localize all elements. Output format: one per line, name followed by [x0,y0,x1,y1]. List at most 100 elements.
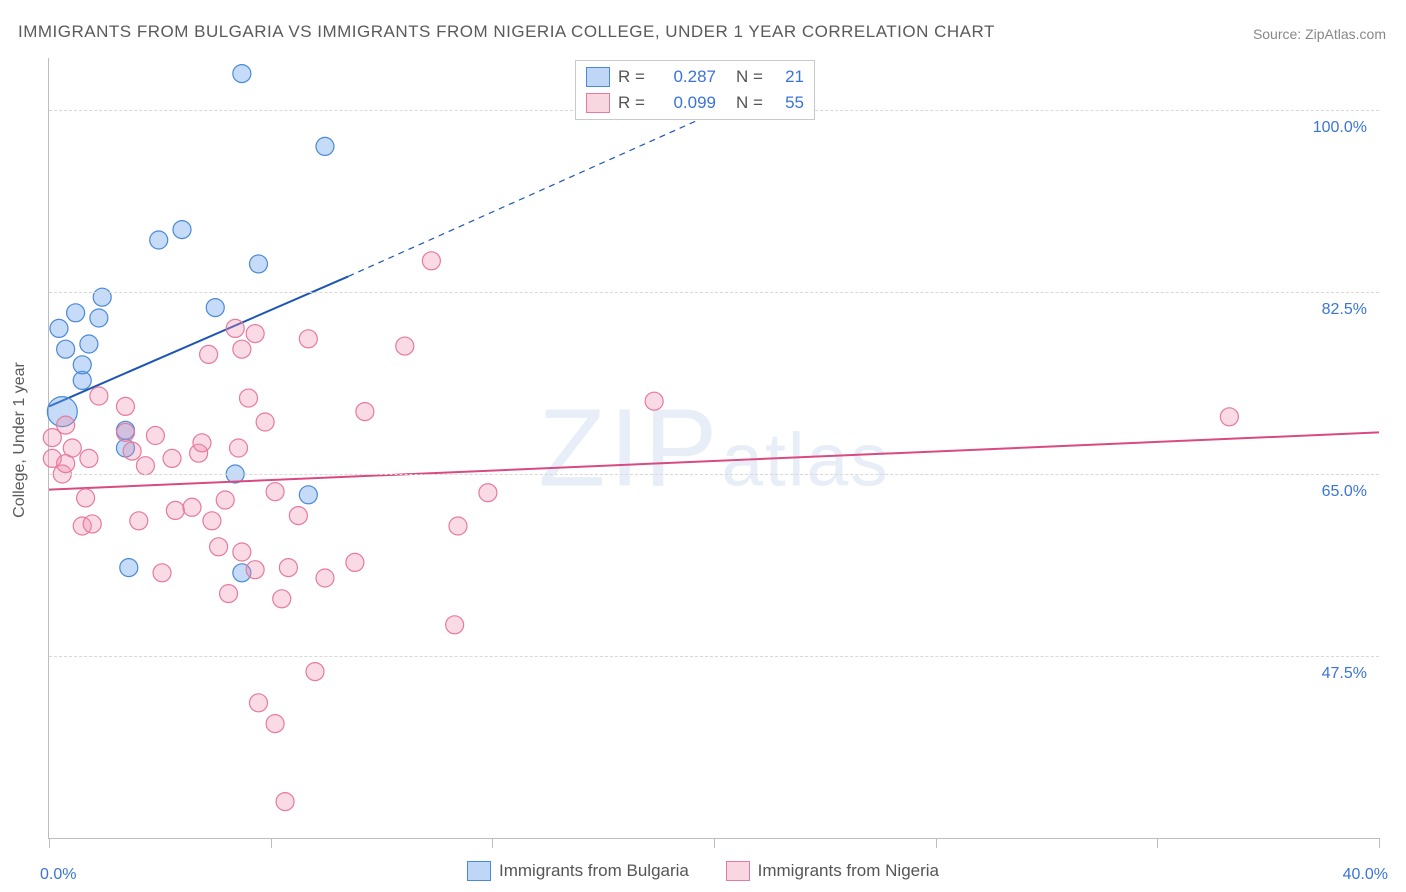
chart-title: IMMIGRANTS FROM BULGARIA VS IMMIGRANTS F… [18,22,995,42]
data-point-nigeria [422,252,440,270]
gridline [49,474,1379,475]
gridline [49,656,1379,657]
data-point-nigeria [83,515,101,533]
y-tick-label: 47.5% [1322,665,1367,683]
data-point-bulgaria [90,309,108,327]
n-value-nigeria: 55 [770,93,804,113]
data-point-nigeria [396,337,414,355]
swatch-bulgaria [586,67,610,87]
data-point-nigeria [279,559,297,577]
x-tick [1157,838,1158,848]
data-point-nigeria [136,457,154,475]
n-label: N = [736,93,770,113]
r-value-bulgaria: 0.287 [652,67,716,87]
data-point-nigeria [123,442,141,460]
trend-line-nigeria [49,432,1379,489]
data-point-nigeria [230,439,248,457]
data-point-bulgaria [120,559,138,577]
y-tick-label: 65.0% [1322,483,1367,501]
data-point-nigeria [153,564,171,582]
data-point-nigeria [116,397,134,415]
data-point-nigeria [449,517,467,535]
legend-label-bulgaria: Immigrants from Bulgaria [499,861,689,881]
data-point-nigeria [210,538,228,556]
data-point-nigeria [233,543,251,561]
swatch-nigeria [586,93,610,113]
data-point-bulgaria [299,486,317,504]
data-point-nigeria [146,427,164,445]
data-point-nigeria [130,512,148,530]
data-point-nigeria [80,449,98,467]
data-point-bulgaria [206,299,224,317]
data-point-nigeria [116,423,134,441]
chart-plot-area: ZIPatlas 47.5%65.0%82.5%100.0% [48,58,1379,839]
data-point-bulgaria [67,304,85,322]
x-tick [936,838,937,848]
r-label: R = [618,67,652,87]
data-point-nigeria [203,512,221,530]
data-point-bulgaria [73,356,91,374]
y-axis-title: College, Under 1 year [11,362,29,518]
data-point-bulgaria [150,231,168,249]
x-tick [49,838,50,848]
data-point-nigeria [233,340,251,358]
data-point-nigeria [479,484,497,502]
data-point-nigeria [249,694,267,712]
data-point-bulgaria [173,221,191,239]
x-tick-max: 40.0% [1343,866,1388,884]
data-point-nigeria [90,387,108,405]
legend-item-nigeria: Immigrants from Nigeria [726,861,939,881]
data-point-nigeria [77,489,95,507]
data-point-nigeria [346,553,364,571]
data-point-nigeria [266,483,284,501]
data-point-nigeria [216,491,234,509]
y-tick-label: 82.5% [1322,301,1367,319]
data-point-nigeria [306,663,324,681]
series-legend: Immigrants from Bulgaria Immigrants from… [0,861,1406,886]
data-point-nigeria [246,325,264,343]
legend-item-bulgaria: Immigrants from Bulgaria [467,861,689,881]
data-point-nigeria [183,498,201,516]
data-point-nigeria [289,507,307,525]
data-point-nigeria [256,413,274,431]
data-point-bulgaria [93,288,111,306]
data-point-bulgaria [249,255,267,273]
data-point-nigeria [226,319,244,337]
data-point-nigeria [246,561,264,579]
data-point-bulgaria [316,137,334,155]
n-value-bulgaria: 21 [770,67,804,87]
r-value-nigeria: 0.099 [652,93,716,113]
data-point-nigeria [645,392,663,410]
data-point-nigeria [276,793,294,811]
data-point-nigeria [1220,408,1238,426]
x-tick [492,838,493,848]
data-point-nigeria [63,439,81,457]
data-point-nigeria [316,569,334,587]
swatch-nigeria [726,861,750,881]
data-point-bulgaria [80,335,98,353]
data-point-bulgaria [50,319,68,337]
legend-row-nigeria: R = 0.099 N = 55 [586,90,804,116]
x-tick-min: 0.0% [40,866,76,884]
swatch-bulgaria [467,861,491,881]
x-tick [271,838,272,848]
data-point-nigeria [240,389,258,407]
source-label: Source: ZipAtlas.com [1253,26,1386,42]
data-point-bulgaria [233,65,251,83]
x-tick [714,838,715,848]
data-point-nigeria [356,403,374,421]
data-point-nigeria [266,715,284,733]
y-tick-label: 100.0% [1313,119,1367,137]
data-point-nigeria [200,345,218,363]
data-point-nigeria [446,616,464,634]
data-point-nigeria [299,330,317,348]
data-point-nigeria [193,434,211,452]
data-point-nigeria [166,501,184,519]
x-tick [1379,838,1380,848]
data-point-nigeria [163,449,181,467]
plot-svg [49,58,1379,838]
r-label: R = [618,93,652,113]
data-point-nigeria [220,585,238,603]
correlation-legend: R = 0.287 N = 21 R = 0.099 N = 55 [575,60,815,120]
n-label: N = [736,67,770,87]
